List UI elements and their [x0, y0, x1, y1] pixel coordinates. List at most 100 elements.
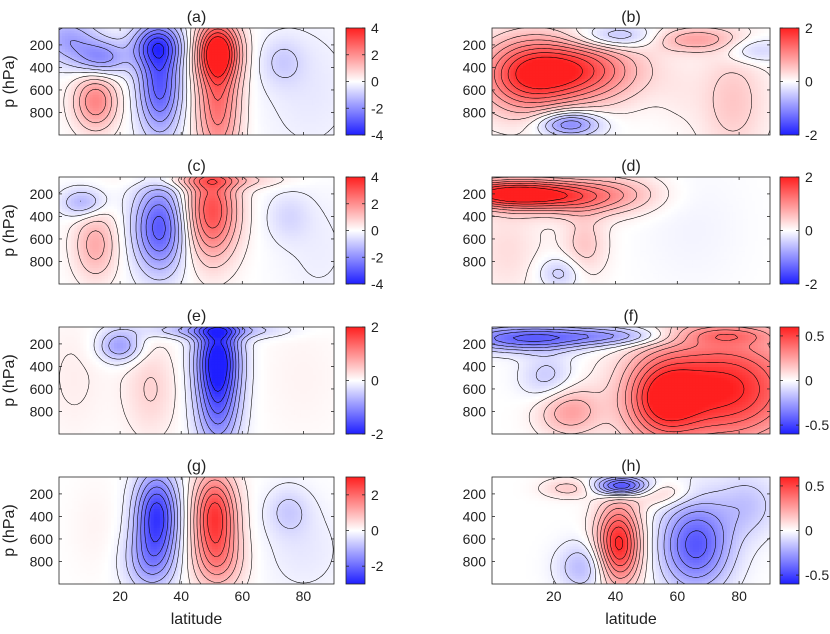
heatmap-cell: [220, 132, 225, 135]
heatmap-cell: [272, 62, 277, 67]
heatmap-cell: [144, 33, 149, 37]
heatmap-cell: [224, 86, 228, 91]
heatmap-cell: [566, 65, 570, 69]
heatmap-cell: [165, 81, 170, 85]
heatmap-cell: [547, 62, 552, 67]
heatmap-cell: [306, 105, 311, 109]
heatmap-cell: [239, 30, 243, 34]
heatmap-cell: [117, 84, 121, 88]
heatmap-cell: [266, 36, 271, 40]
heatmap-cell: [141, 41, 146, 45]
heatmap-cell: [260, 60, 265, 64]
heatmap-cell: [175, 84, 179, 88]
heatmap-cell: [519, 49, 524, 53]
heatmap-cell: [529, 62, 533, 67]
heatmap-cell: [590, 30, 595, 34]
heatmap-cell: [123, 30, 127, 34]
heatmap-cell: [101, 30, 106, 34]
heatmap-cell: [318, 70, 323, 75]
heatmap-cell: [507, 52, 512, 56]
heatmap-cell: [529, 52, 533, 56]
heatmap-cell: [637, 44, 641, 48]
heatmap-cell: [646, 52, 651, 56]
heatmap-cell: [202, 118, 207, 123]
heatmap-cell: [739, 41, 743, 45]
heatmap-cell: [318, 49, 323, 53]
heatmap-cell: [178, 124, 182, 128]
heatmap-cell: [695, 49, 700, 53]
heatmap-cell: [165, 116, 170, 120]
heatmap-cell: [257, 132, 262, 135]
heatmap-cell: [71, 121, 75, 125]
heatmap-cell: [318, 52, 323, 56]
heatmap-cell: [538, 60, 543, 64]
heatmap-cell: [184, 49, 188, 53]
heatmap-cell: [634, 33, 638, 37]
heatmap-cell: [324, 46, 329, 50]
heatmap-cell: [282, 94, 286, 99]
heatmap-cell: [544, 41, 549, 45]
heatmap-cell: [668, 62, 672, 67]
heatmap-cell: [135, 124, 140, 128]
heatmap-cell: [107, 84, 112, 88]
heatmap-cell: [135, 84, 140, 88]
heatmap-cell: [507, 30, 512, 34]
heatmap-cell: [263, 30, 268, 34]
heatmap-cell: [522, 65, 527, 69]
heatmap-cell: [272, 73, 277, 77]
heatmap-cell: [205, 129, 210, 133]
heatmap-cell: [107, 102, 112, 107]
heatmap-cell: [175, 65, 179, 69]
heatmap-cell: [62, 70, 66, 75]
heatmap-cell: [92, 126, 97, 131]
heatmap-cell: [251, 121, 256, 125]
heatmap-cell: [324, 41, 329, 45]
heatmap-cell: [233, 41, 237, 45]
heatmap-cell: [217, 129, 222, 133]
heatmap-cell: [65, 52, 69, 56]
heatmap-cell: [330, 76, 334, 80]
heatmap-cell: [205, 102, 210, 107]
heatmap-cell: [169, 124, 173, 128]
heatmap-cell: [748, 57, 753, 61]
heatmap-cell: [597, 57, 601, 61]
heatmap-cell: [711, 36, 715, 40]
heatmap-cell: [272, 89, 277, 93]
heatmap-cell: [294, 44, 298, 48]
heatmap-cell: [236, 118, 240, 123]
heatmap-cell: [214, 76, 219, 80]
heatmap-cell: [98, 70, 103, 75]
heatmap-cell: [516, 28, 521, 32]
heatmap-cell: [640, 62, 644, 67]
heatmap-cell: [156, 92, 161, 96]
heatmap-cell: [529, 46, 533, 50]
heatmap-cell: [732, 60, 737, 64]
heatmap-cell: [254, 44, 259, 48]
heatmap-cell: [126, 92, 130, 96]
heatmap-cell: [242, 89, 246, 93]
heatmap-cell: [147, 92, 152, 96]
heatmap-cell: [597, 30, 601, 34]
heatmap-cell: [285, 81, 289, 85]
heatmap-cell: [126, 118, 130, 123]
heatmap-cell: [272, 30, 277, 34]
heatmap-cell: [315, 97, 320, 101]
heatmap-cell: [748, 28, 753, 32]
heatmap-cell: [581, 60, 586, 64]
heatmap-cell: [138, 89, 143, 93]
heatmap-cell: [763, 28, 768, 32]
heatmap-cell: [114, 86, 118, 91]
heatmap-cell: [581, 38, 586, 42]
heatmap-cell: [95, 76, 100, 80]
heatmap-cell: [634, 62, 638, 67]
heatmap-cell: [257, 124, 262, 128]
heatmap-cell: [101, 54, 106, 59]
heatmap-cell: [618, 57, 623, 61]
heatmap-cell: [120, 124, 124, 128]
heatmap-cell: [705, 38, 709, 42]
heatmap-cell: [324, 118, 329, 123]
heatmap-cell: [141, 57, 146, 61]
heatmap-cell: [172, 30, 176, 34]
heatmap-cell: [266, 126, 271, 131]
heatmap-cell: [643, 33, 648, 37]
